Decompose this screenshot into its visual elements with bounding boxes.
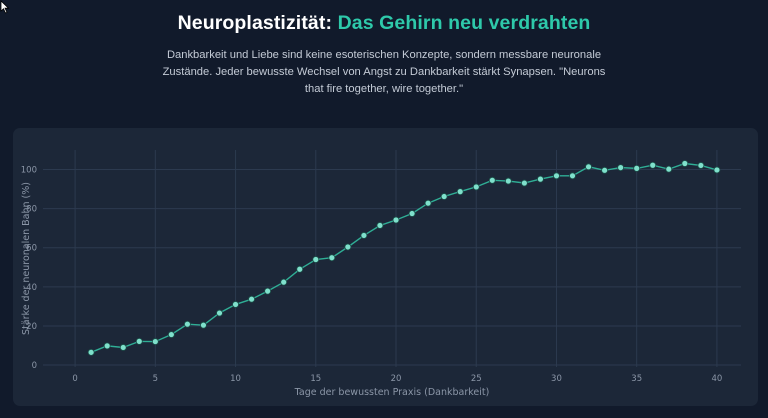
line-chart: 0 5 10 15 20 25 30 35 40 0 20 40 60 80 100 Tage der be…	[21, 150, 741, 398]
y-tick-label: 60	[26, 244, 37, 254]
data-point	[232, 301, 239, 308]
data-point	[537, 175, 544, 183]
data-point	[456, 188, 464, 196]
data-point	[103, 342, 111, 350]
data-point	[264, 287, 272, 295]
data-point	[553, 172, 560, 180]
data-point	[697, 162, 705, 169]
page-title-main: Neuroplastizität:	[177, 12, 333, 34]
data-point	[87, 348, 95, 356]
page-title-accent: Das Gehirn neu verdrahten	[337, 12, 591, 34]
data-point	[472, 183, 480, 191]
page-subtitle: Dankbarkeit und Liebe sind keine esoteri…	[162, 49, 606, 95]
grid-lines	[43, 150, 741, 367]
data-point	[681, 160, 689, 167]
x-tick-label: 0	[72, 374, 77, 384]
data-point	[360, 232, 368, 239]
mouse-cursor-icon	[0, 0, 10, 14]
x-axis-label: Tage der bewussten Praxis (Dankbarkeit)	[294, 387, 490, 398]
x-tick-label: 35	[631, 374, 642, 384]
y-tick-label: 40	[26, 283, 37, 293]
y-tick-label: 0	[32, 361, 37, 371]
data-point	[312, 256, 320, 263]
data-point	[504, 177, 512, 185]
chart-card: 0 5 10 15 20 25 30 35 40 0 20 40 60 80 100 Tage der be…	[13, 128, 758, 406]
data-point	[184, 320, 191, 328]
data-point	[633, 164, 641, 172]
series-line	[90, 162, 718, 353]
data-point	[440, 193, 448, 200]
data-point	[344, 243, 352, 251]
x-tick-label: 10	[230, 374, 241, 384]
data-point	[424, 199, 432, 207]
x-tick-label: 5	[153, 374, 158, 384]
page-title: Neuroplastizität: Das Gehirn neu verdrah…	[0, 12, 768, 35]
y-tick-label: 20	[26, 322, 37, 332]
data-point	[488, 176, 496, 184]
data-point	[392, 216, 400, 224]
data-point	[200, 321, 207, 329]
y-tick-label: 80	[26, 205, 37, 215]
x-tick-label: 40	[712, 374, 723, 384]
x-tick-label: 25	[471, 374, 482, 384]
x-tick-label: 20	[391, 374, 402, 384]
y-tick-label: 100	[21, 166, 37, 176]
data-point	[617, 164, 625, 171]
data-point	[328, 254, 336, 262]
data-point	[167, 331, 175, 338]
data-point	[649, 161, 657, 169]
data-point	[585, 163, 592, 171]
data-point	[151, 338, 159, 345]
x-tick-label: 15	[310, 374, 321, 384]
data-point	[601, 166, 609, 174]
data-point	[520, 179, 528, 187]
data-points	[87, 160, 721, 356]
data-point	[119, 344, 127, 351]
data-point	[216, 309, 223, 317]
data-point	[408, 210, 416, 217]
x-tick-label: 30	[551, 374, 562, 384]
data-point	[569, 172, 576, 180]
data-point	[135, 337, 143, 345]
y-axis-label: Stärke der neuronalen Bahn (%)	[21, 182, 32, 335]
data-point	[376, 222, 384, 229]
data-point	[280, 278, 288, 286]
axis-ticks: 0 5 10 15 20 25 30 35 40 0 20 40 60 80 100	[21, 166, 723, 384]
data-point	[296, 265, 304, 273]
data-point	[665, 165, 673, 173]
data-point	[713, 166, 721, 174]
data-point	[248, 295, 255, 303]
